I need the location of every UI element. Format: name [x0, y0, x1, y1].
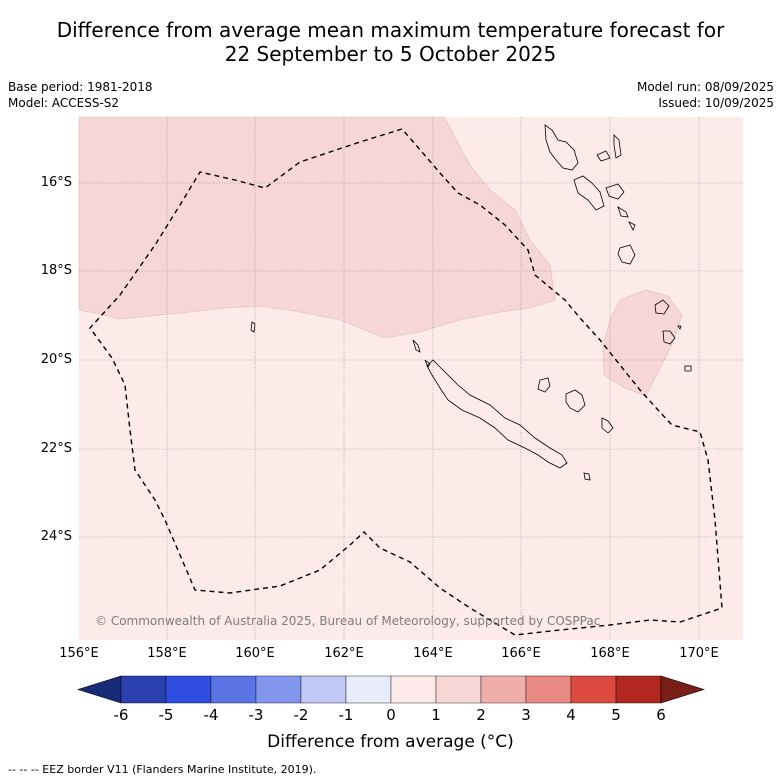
lon-label-160e: 160°E — [235, 646, 275, 661]
colorbar-box — [120, 675, 167, 704]
base-period: Base period: 1981-2018 — [8, 80, 153, 94]
lon-label-166e: 166°E — [501, 646, 541, 661]
colorbar-tick-label: -5 — [158, 706, 174, 724]
issue-info: Model run: 08/09/2025 Issued: 10/09/2025 — [637, 79, 774, 111]
lat-label-18s: 18°S — [40, 263, 72, 278]
colorbar-tick-label: 1 — [431, 706, 441, 724]
colorbar-box — [435, 675, 482, 704]
lat-label-24s: 24°S — [40, 529, 72, 544]
colorbar-tick-label: 4 — [566, 706, 576, 724]
model-run: Model run: 08/09/2025 — [636, 80, 774, 94]
colorbar-tick-label: 5 — [611, 706, 621, 724]
anomaly-region-north — [78, 116, 556, 339]
island-grande-terre — [426, 359, 568, 469]
colorbar-extend-high — [660, 675, 706, 704]
colorbar-box — [525, 675, 572, 704]
lat-label-16s: 16°S — [40, 175, 72, 190]
model-name: Model: ACCESS-S2 — [8, 96, 120, 110]
lon-label-170e: 170°E — [679, 646, 719, 661]
colorbar-box — [255, 675, 302, 704]
colorbar-box — [210, 675, 257, 704]
title-line-2: 22 September to 5 October 2025 — [224, 42, 557, 66]
issued-date: Issued: 10/09/2025 — [658, 96, 774, 110]
lon-label-164e: 164°E — [413, 646, 453, 661]
gridlines — [79, 117, 743, 640]
colorbar-tick-label: -3 — [248, 706, 264, 724]
coastlines — [250, 124, 692, 481]
lon-label-162e: 162°E — [324, 646, 364, 661]
colorbar-extend-low — [76, 675, 122, 704]
map-title: Difference from average mean maximum tem… — [0, 18, 781, 66]
lon-label-158e: 158°E — [147, 646, 187, 661]
colorbar-tick-label: -1 — [338, 706, 354, 724]
colorbar-tick-label: -4 — [203, 706, 219, 724]
eez-footnote: -- -- -- EEZ border V11 (Flanders Marine… — [8, 763, 317, 776]
lat-label-20s: 20°S — [40, 352, 72, 367]
colorbar-tick-label: 3 — [521, 706, 531, 724]
base-info: Base period: 1981-2018 Model: ACCESS-S2 — [8, 79, 153, 111]
colorbar-title: Difference from average (°C) — [267, 732, 514, 752]
colorbar-box — [480, 675, 527, 704]
lon-label-156e: 156°E — [59, 646, 99, 661]
copyright-notice: © Commonwealth of Australia 2025, Bureau… — [95, 614, 601, 628]
colorbar-box — [570, 675, 617, 704]
colorbar — [76, 675, 706, 704]
colorbar-box — [615, 675, 662, 704]
title-line-1: Difference from average mean maximum tem… — [56, 18, 725, 42]
colorbar-tick-label: 2 — [476, 706, 486, 724]
eez-border — [89, 128, 723, 636]
colorbar-tick-label: 0 — [386, 706, 396, 724]
lat-label-22s: 22°S — [40, 441, 72, 456]
colorbar-box — [390, 675, 437, 704]
colorbar-tick-label: -6 — [113, 706, 129, 724]
colorbar-box — [345, 675, 392, 704]
lon-label-168e: 168°E — [590, 646, 630, 661]
colorbar-box — [300, 675, 347, 704]
colorbar-tick-label: 6 — [656, 706, 666, 724]
colorbar-box — [165, 675, 212, 704]
colorbar-tick-label: -2 — [293, 706, 309, 724]
